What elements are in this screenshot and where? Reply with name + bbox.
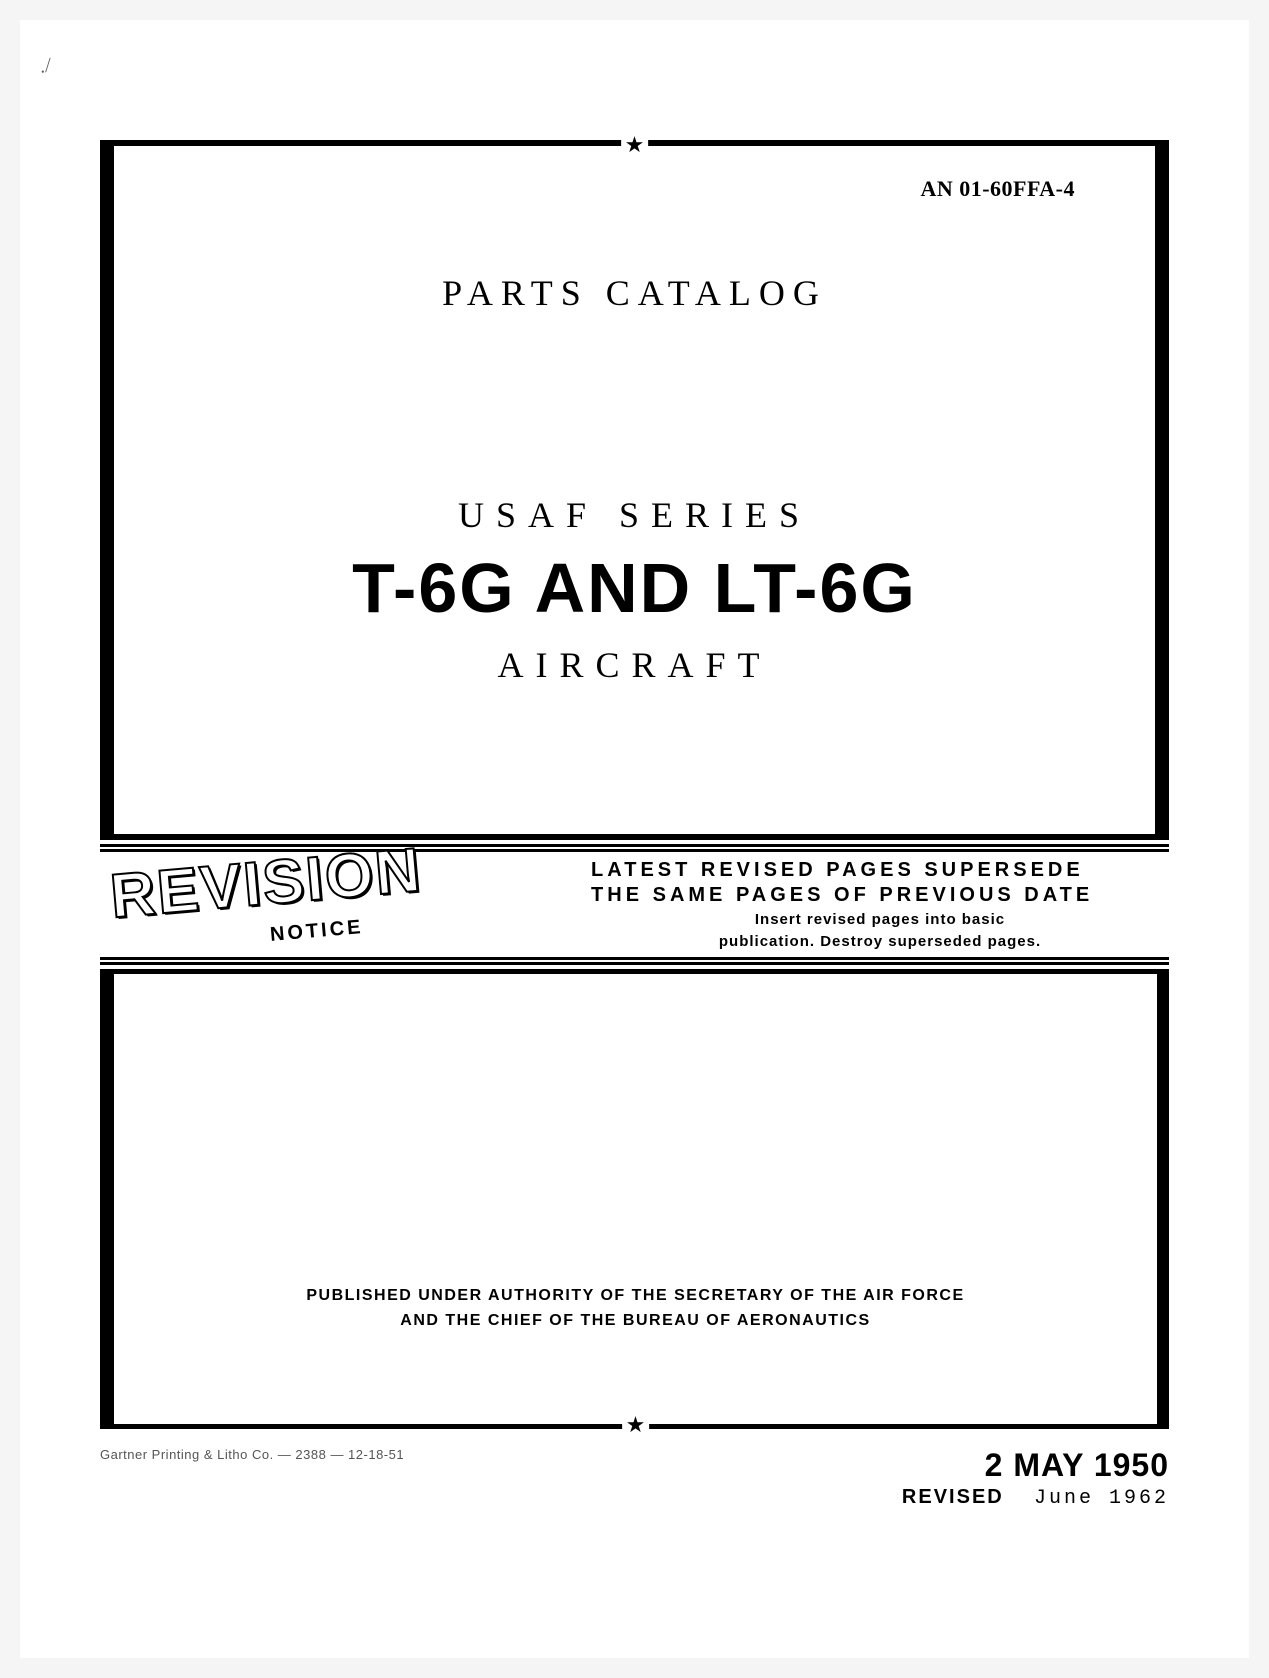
star-top-icon: ★: [621, 132, 649, 158]
aircraft-label: AIRCRAFT: [154, 644, 1115, 686]
series-label: USAF SERIES: [154, 494, 1115, 536]
revision-sub-1: Insert revised pages into basic: [591, 910, 1169, 930]
authority-line-2: AND THE CHIEF OF THE BUREAU OF AERONAUTI…: [400, 1312, 870, 1329]
footer-row: Gartner Printing & Litho Co. — 2388 — 12…: [100, 1447, 1169, 1510]
scribble-mark: ./: [38, 54, 52, 78]
authority-statement: PUBLISHED UNDER AUTHORITY OF THE SECRETA…: [154, 1283, 1117, 1334]
revision-headline-2: THE SAME PAGES OF PREVIOUS DATE: [591, 883, 1169, 908]
revision-notice-band: REVISION NOTICE LATEST REVISED PAGES SUP…: [100, 844, 1169, 965]
revised-label: REVISED: [902, 1486, 1004, 1508]
catalog-title: PARTS CATALOG: [154, 272, 1115, 314]
revised-line: REVISED June 1962: [902, 1486, 1169, 1510]
lower-frame: PUBLISHED UNDER AUTHORITY OF THE SECRETA…: [100, 969, 1169, 1429]
notice-label: NOTICE: [269, 915, 364, 946]
revision-wordmark: REVISION: [108, 834, 425, 932]
document-page: ./ ★ AN 01-60FFA-4 PARTS CATALOG USAF SE…: [20, 20, 1249, 1658]
aircraft-title: T-6G AND LT-6G: [154, 548, 1115, 628]
revision-sub-2: publication. Destroy superseded pages.: [591, 932, 1169, 952]
upper-frame: ★ AN 01-60FFA-4 PARTS CATALOG USAF SERIE…: [100, 140, 1169, 840]
revision-text-block: LATEST REVISED PAGES SUPERSEDE THE SAME …: [581, 858, 1169, 951]
star-bottom-icon: ★: [622, 1412, 650, 1438]
document-number: AN 01-60FFA-4: [154, 176, 1075, 202]
publication-date: 2 MAY 1950: [902, 1447, 1169, 1484]
printer-credit: Gartner Printing & Litho Co. — 2388 — 12…: [100, 1447, 404, 1462]
authority-line-1: PUBLISHED UNDER AUTHORITY OF THE SECRETA…: [306, 1287, 964, 1304]
date-block: 2 MAY 1950 REVISED June 1962: [902, 1447, 1169, 1510]
revision-wordmark-block: REVISION NOTICE: [100, 860, 581, 950]
revised-date: June 1962: [1034, 1487, 1169, 1510]
revision-headline-1: LATEST REVISED PAGES SUPERSEDE: [591, 858, 1169, 883]
